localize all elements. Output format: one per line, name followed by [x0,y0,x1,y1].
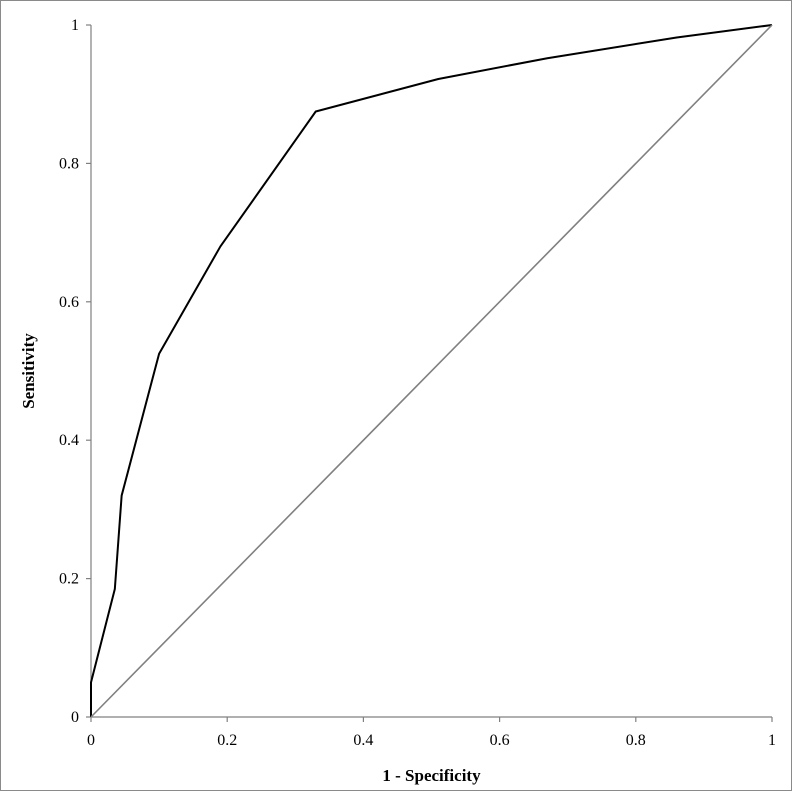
y-tick-label: 1 [71,17,79,34]
y-axis-ticks: 0 0.2 0.4 0.6 0.8 1 [59,17,91,726]
series-layer [90,24,773,718]
x-tick-label: 0.2 [217,732,237,749]
x-tick-label: 0.8 [626,732,646,749]
x-tick-label: 0.4 [353,732,373,749]
y-tick-label: 0.8 [59,155,79,172]
y-tick-label: 0 [71,709,79,726]
x-tick-label: 0 [87,732,95,749]
y-axis-title: Sensitivity [19,333,38,409]
axes: 0 0.2 0.4 0.6 0.8 1 0 0.2 0.4 0.6 0.8 1 [59,17,776,749]
y-tick-label: 0.2 [59,571,79,588]
x-tick-label: 0.6 [490,732,510,749]
reference-diagonal-line [90,24,773,718]
x-axis-ticks: 0 0.2 0.4 0.6 0.8 1 [87,717,776,749]
x-tick-label: 1 [768,732,776,749]
x-axis-title: 1 - Specificity [382,766,481,785]
roc-curve-line [90,24,773,717]
y-tick-label: 0.6 [59,294,79,311]
y-tick-label: 0.4 [59,432,79,449]
